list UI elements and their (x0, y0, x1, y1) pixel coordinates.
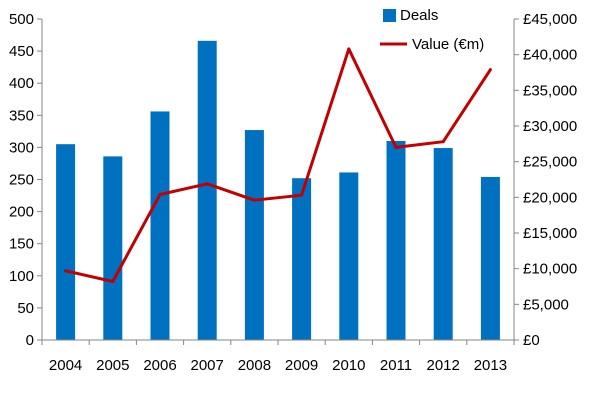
deals-bars (56, 40, 500, 340)
legend-deals-swatch (383, 9, 396, 22)
x-tick-label: 2009 (285, 357, 318, 374)
x-tick-label: 2008 (238, 357, 271, 374)
deals-bar (480, 176, 500, 340)
right-tick-label: £0 (523, 332, 540, 349)
x-tick-label: 2005 (96, 357, 129, 374)
right-tick-label: £10,000 (523, 261, 577, 278)
left-tick-label: 450 (9, 43, 34, 60)
right-tick-label: £20,000 (523, 189, 577, 206)
right-tick-label: £30,000 (523, 118, 577, 135)
left-tick-label: 400 (9, 75, 34, 92)
value-point (347, 47, 351, 51)
x-axis: 2004 2005 2006 2007 2008 2009 2010 2011 2012 2013 (41, 339, 515, 374)
value-point (158, 192, 162, 196)
x-tick-label: 2006 (143, 357, 176, 374)
value-point (394, 145, 398, 149)
deals-bar (197, 40, 217, 340)
x-tick-label: 2004 (49, 357, 82, 374)
x-tick-label: 2007 (191, 357, 224, 374)
deals-bar (56, 144, 76, 340)
deals-bar (292, 178, 312, 340)
x-tick-label: 2010 (332, 357, 365, 374)
deals-bar (244, 130, 264, 340)
right-tick-label: £35,000 (523, 82, 577, 99)
left-tick-label: 150 (9, 236, 34, 253)
right-tick-label: £25,000 (523, 154, 577, 171)
deals-bar (433, 148, 453, 340)
value-point (488, 68, 492, 72)
value-point (441, 140, 445, 144)
value-series-line (65, 47, 492, 284)
right-axis: £0 £5,000 £10,000 £15,000 £20,000 £25,000 £30,… (513, 11, 577, 349)
value-point (300, 193, 304, 197)
legend: Deals Value (€m) (380, 7, 484, 53)
deals-bar (386, 140, 406, 340)
left-tick-label: 500 (9, 11, 34, 28)
left-tick-label: 300 (9, 139, 34, 156)
legend-deals-label: Deals (400, 7, 438, 24)
x-tick-label: 2011 (380, 357, 412, 374)
left-axis: 0 50 100 150 200 250 300 350 400 450 500 (9, 11, 43, 349)
deals-bar (150, 111, 170, 340)
right-tick-label: £15,000 (523, 225, 577, 242)
right-tick-label: £5,000 (523, 296, 569, 313)
value-line (64, 47, 492, 284)
right-tick-label: £45,000 (523, 11, 577, 28)
left-tick-label: 250 (9, 172, 34, 189)
value-point (252, 198, 256, 202)
value-point (205, 182, 209, 186)
left-tick-label: 350 (9, 107, 34, 124)
right-tick-label: £40,000 (523, 47, 577, 64)
value-point (111, 280, 115, 284)
x-tick-label: 2012 (427, 357, 460, 374)
left-tick-label: 200 (9, 204, 34, 221)
left-tick-label: 50 (17, 300, 34, 317)
deals-bar (339, 172, 359, 340)
value-point (64, 269, 68, 273)
left-tick-label: 100 (9, 268, 34, 285)
left-tick-label: 0 (26, 332, 34, 349)
x-tick-label: 2013 (474, 357, 507, 374)
deals-bar (103, 156, 123, 340)
legend-value-label: Value (€m) (412, 36, 484, 53)
